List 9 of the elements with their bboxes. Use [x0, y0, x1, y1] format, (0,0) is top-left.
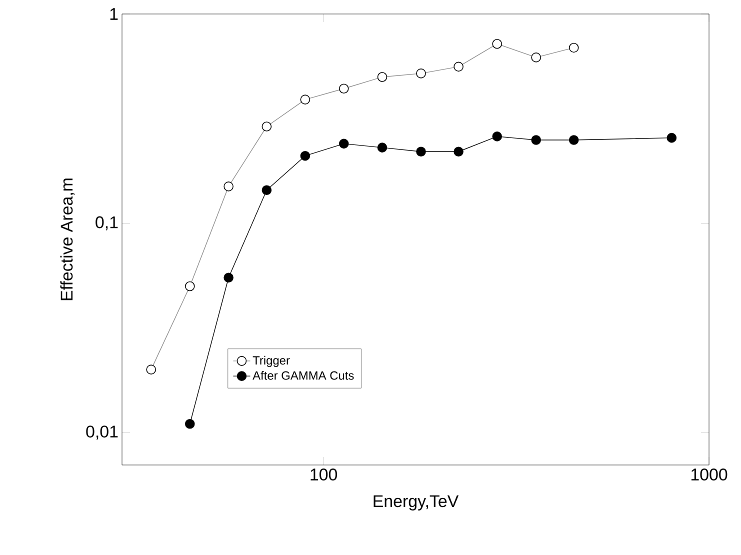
legend-label: After GAMMA Cuts: [252, 370, 354, 380]
legend-label: Trigger: [252, 356, 290, 367]
y-tick-label: 0,1: [96, 216, 118, 230]
y-tick-label: 1: [110, 8, 118, 20]
x-tick-label: 100: [310, 468, 338, 481]
y-axis-title: Effective Area,m: [60, 178, 75, 300]
x-tick-label: 1000: [691, 468, 728, 481]
x-axis-title: Energy,TeV: [374, 495, 459, 511]
y-tick-label: 0,01: [86, 426, 118, 440]
